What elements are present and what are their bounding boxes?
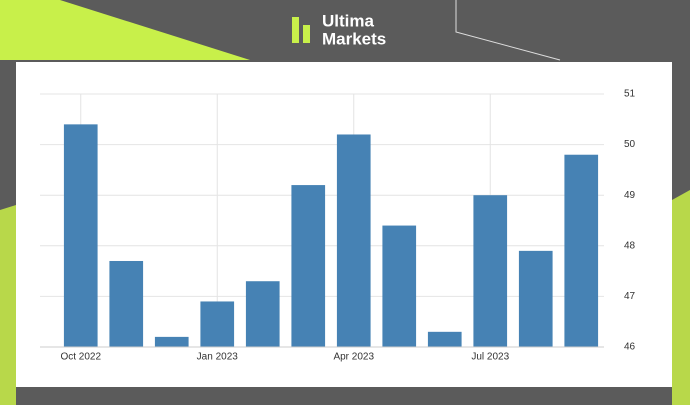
bar [200, 301, 235, 347]
deco-line [455, 0, 561, 61]
y-tick-label: 49 [624, 190, 636, 201]
y-tick-label: 47 [624, 291, 636, 302]
bar [336, 134, 371, 347]
brand-line2: Markets [322, 29, 386, 48]
y-tick-label: 51 [624, 89, 636, 100]
x-tick-label: Oct 2022 [60, 352, 101, 363]
bar [473, 195, 508, 347]
bar [109, 260, 144, 347]
accent [0, 0, 250, 60]
bar [427, 331, 462, 347]
logo-mark [292, 17, 299, 43]
y-tick-label: 48 [624, 240, 636, 251]
bar [63, 124, 98, 347]
y-tick-label: 46 [624, 342, 636, 353]
x-tick-label: Jan 2023 [197, 352, 239, 363]
bar [382, 225, 417, 347]
accent [672, 190, 690, 405]
x-tick-label: Apr 2023 [333, 352, 374, 363]
bar [564, 154, 599, 347]
y-tick-label: 50 [624, 139, 636, 150]
bar [518, 250, 553, 347]
bar [154, 336, 189, 347]
accent [0, 205, 16, 405]
bar [291, 185, 326, 347]
brand-line1: Ultima [322, 11, 375, 30]
x-tick-label: Jul 2023 [471, 352, 509, 363]
logo-mark [303, 25, 310, 43]
bar [245, 281, 280, 347]
